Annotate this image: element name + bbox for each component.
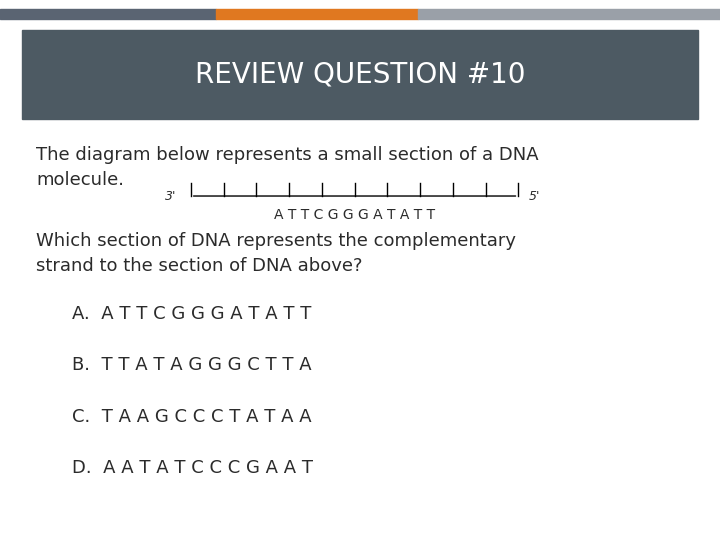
- Text: A.  A T T C G G G A T A T T: A. A T T C G G G A T A T T: [72, 305, 311, 323]
- Text: The diagram below represents a small section of a DNA
molecule.: The diagram below represents a small sec…: [36, 146, 539, 189]
- Bar: [216, 9, 418, 19]
- Bar: [0, 9, 216, 19]
- Text: B.  T T A T A G G G C T T A: B. T T A T A G G G C T T A: [72, 356, 312, 374]
- Text: C.  T A A G C C C T A T A A: C. T A A G C C C T A T A A: [72, 408, 312, 426]
- Bar: [418, 9, 720, 19]
- Text: Which section of DNA represents the complementary
strand to the section of DNA a: Which section of DNA represents the comp…: [36, 232, 516, 275]
- Text: A T T C G G G A T A T T: A T T C G G G A T A T T: [274, 208, 435, 222]
- Text: D.  A A T A T C C C G A A T: D. A A T A T C C C G A A T: [72, 459, 313, 477]
- Bar: [22, 30, 698, 119]
- Text: REVIEW QUESTION #10: REVIEW QUESTION #10: [194, 60, 526, 88]
- Text: 5': 5': [529, 190, 541, 202]
- Text: 3': 3': [165, 190, 176, 202]
